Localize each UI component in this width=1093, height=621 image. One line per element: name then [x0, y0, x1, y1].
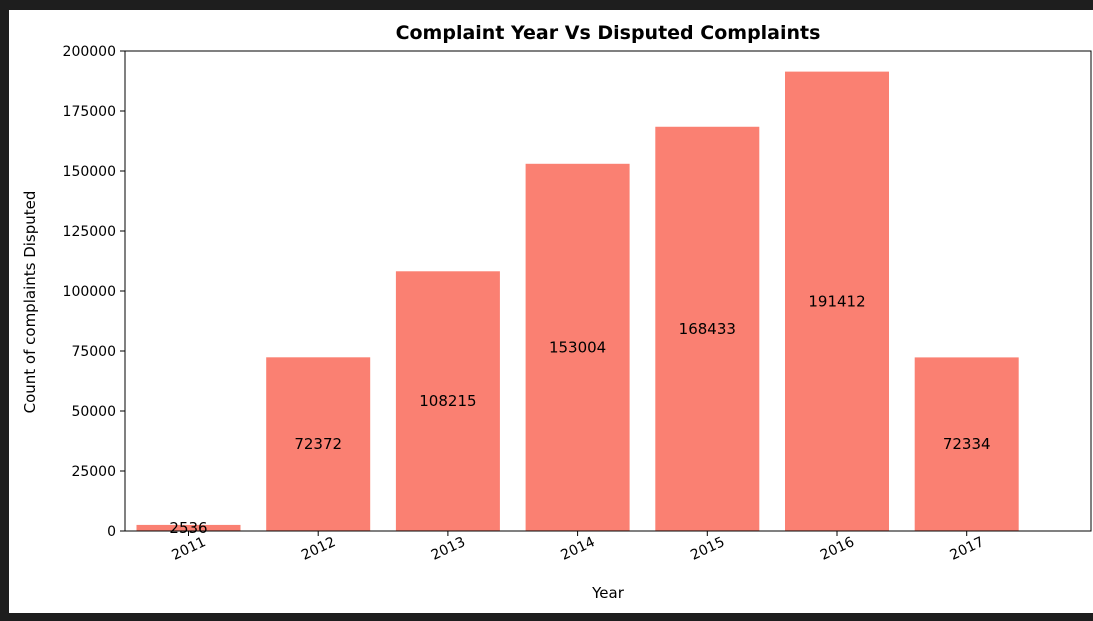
- y-tick-label-50000: 50000: [71, 404, 116, 420]
- y-tick-label-25000: 25000: [71, 464, 116, 480]
- data-label-2013: 108215: [419, 392, 476, 410]
- bar-2017: [914, 357, 1019, 531]
- data-label-2012: 72372: [294, 435, 342, 453]
- y-tick-label-150000: 150000: [63, 164, 116, 180]
- y-tick-label-0: 0: [107, 524, 116, 540]
- data-label-2011: 2536: [169, 519, 207, 537]
- y-axis: 0 25000 50000 75000 100000 125000 150000 175000…: [63, 44, 125, 540]
- bar-2015: [655, 126, 760, 531]
- x-tick-label-2014: 2014: [558, 534, 597, 564]
- data-label-2015: 168433: [679, 320, 736, 338]
- x-axis-label: Year: [591, 584, 625, 602]
- x-tick-label-2016: 2016: [818, 534, 857, 564]
- y-tick-label-200000: 200000: [63, 44, 116, 60]
- data-labels-group: 2536 72372 108215 153004 168433 191412 72334: [169, 292, 990, 537]
- x-tick-label-2017: 2017: [948, 534, 987, 564]
- y-tick-label-100000: 100000: [63, 284, 116, 300]
- x-tick-label-2011: 2011: [169, 534, 208, 564]
- bar-2013: [395, 271, 500, 531]
- y-tick-label-75000: 75000: [71, 344, 116, 360]
- bar-2014: [525, 163, 630, 531]
- data-label-2016: 191412: [808, 292, 865, 310]
- chart-figure: Complaint Year Vs Disputed Complaints Co…: [9, 10, 1093, 613]
- x-tick-label-2012: 2012: [299, 534, 338, 564]
- y-axis-label: Count of complaints Disputed: [21, 191, 39, 414]
- bar-2012: [266, 357, 371, 531]
- bar-chart: Complaint Year Vs Disputed Complaints Co…: [21, 22, 1092, 602]
- y-tick-label-125000: 125000: [63, 224, 116, 240]
- data-label-2014: 153004: [549, 338, 606, 356]
- data-label-2017: 72334: [943, 435, 991, 453]
- x-tick-label-2015: 2015: [688, 534, 727, 564]
- bar-2011: [136, 524, 241, 531]
- x-tick-label-2013: 2013: [429, 534, 468, 564]
- bar-2016: [785, 71, 889, 531]
- plot-area-frame: [124, 50, 1092, 532]
- bars-group: [136, 71, 1019, 531]
- chart-title: Complaint Year Vs Disputed Complaints: [396, 22, 821, 44]
- x-axis: 2011 2012 2013 2014 2015 2016 2017: [169, 531, 987, 564]
- y-tick-label-175000: 175000: [63, 104, 116, 120]
